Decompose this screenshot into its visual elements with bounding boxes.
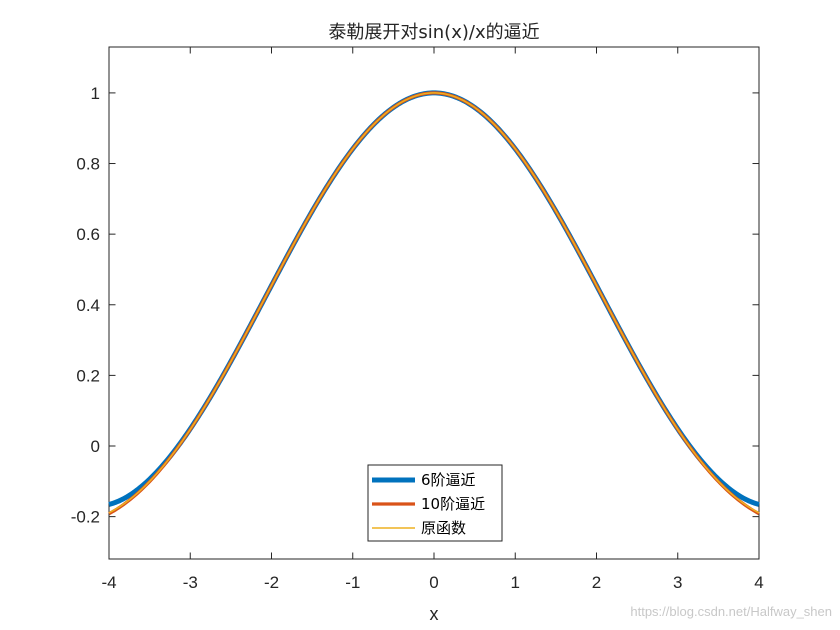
watermark: https://blog.csdn.net/Halfway_shen bbox=[630, 604, 832, 619]
x-tick-label: -4 bbox=[101, 573, 116, 592]
legend[interactable]: 6阶逼近 10阶逼近 原函数 bbox=[367, 464, 503, 542]
legend-label-1: 6阶逼近 bbox=[421, 471, 476, 489]
y-tick-label: 0 bbox=[91, 437, 100, 456]
x-tick-label: 4 bbox=[754, 573, 763, 592]
x-tick-label: 0 bbox=[429, 573, 438, 592]
x-tick-label: -1 bbox=[345, 573, 360, 592]
legend-label-2: 10阶逼近 bbox=[421, 495, 485, 513]
y-tick-label: 0.4 bbox=[76, 296, 100, 315]
legend-label-3: 原函数 bbox=[421, 519, 466, 537]
y-tick-label: 0.8 bbox=[76, 155, 100, 174]
chart-title: 泰勒展开对sin(x)/x的逼近 bbox=[328, 22, 539, 43]
series-line-3 bbox=[108, 92, 760, 514]
x-tick-label: 1 bbox=[511, 573, 520, 592]
x-tick-label: 3 bbox=[673, 573, 682, 592]
x-tick-label: -2 bbox=[264, 573, 279, 592]
y-tick-label: -0.2 bbox=[71, 508, 100, 527]
ticks-layer: -4 -3 -2 -1 0 1 2 3 4 -0.2 0 0.2 0.4 0.6 0.8 1 bbox=[71, 47, 764, 592]
y-tick-label: 1 bbox=[91, 84, 100, 103]
y-tick-label: 0.2 bbox=[76, 366, 100, 385]
x-tick-label: -3 bbox=[183, 573, 198, 592]
x-axis-label: x bbox=[430, 604, 439, 624]
series-layer bbox=[108, 90, 760, 516]
x-tick-label: 2 bbox=[592, 573, 601, 592]
y-tick-label: 0.6 bbox=[76, 225, 100, 244]
